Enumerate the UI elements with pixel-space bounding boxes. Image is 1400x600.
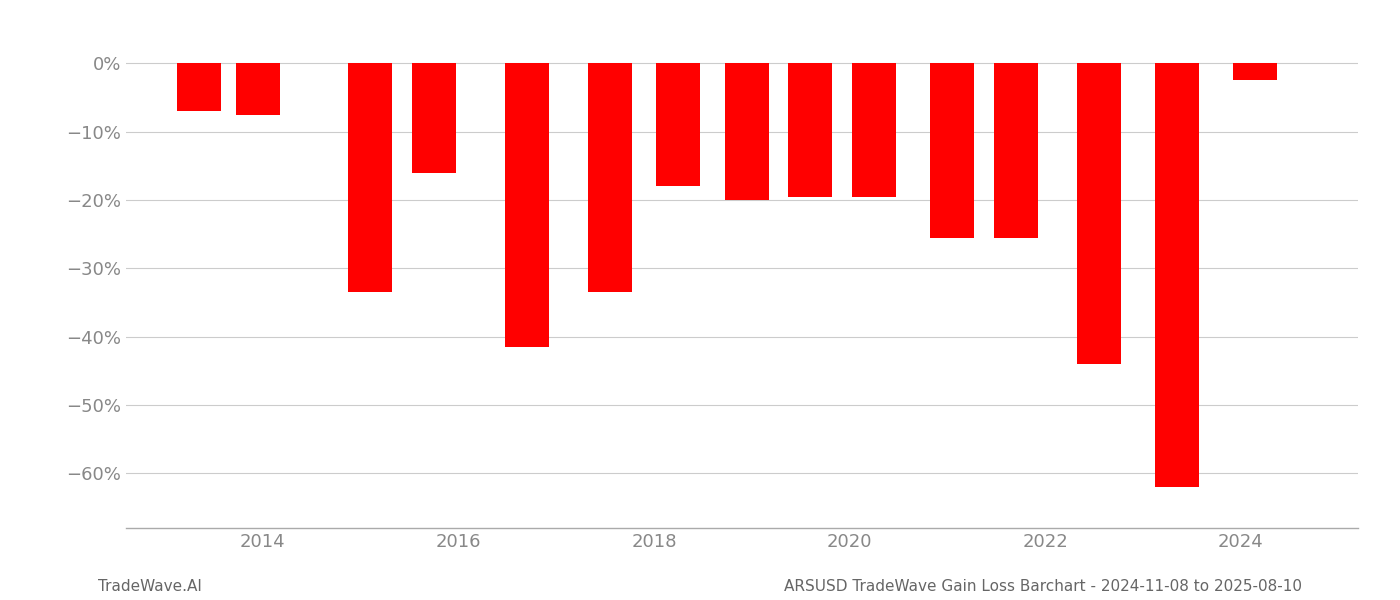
Bar [930,64,974,238]
Bar [1155,64,1200,487]
Bar [505,64,549,347]
Bar [237,64,280,115]
Bar [853,64,896,197]
Bar [1077,64,1121,364]
Bar [412,64,456,173]
Bar [349,64,392,292]
Bar [994,64,1037,238]
Bar [178,64,221,111]
Bar [657,64,700,187]
Bar [1233,64,1277,80]
Text: TradeWave.AI: TradeWave.AI [98,579,202,594]
Bar [725,64,769,200]
Text: ARSUSD TradeWave Gain Loss Barchart - 2024-11-08 to 2025-08-10: ARSUSD TradeWave Gain Loss Barchart - 20… [784,579,1302,594]
Bar [588,64,631,292]
Bar [788,64,833,197]
